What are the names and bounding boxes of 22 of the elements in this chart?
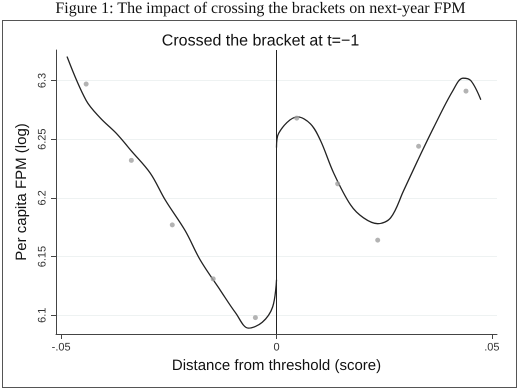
point bbox=[294, 116, 300, 121]
y-tick-label: 6.15 bbox=[36, 246, 48, 268]
y-tick-label: 6.3 bbox=[36, 72, 48, 88]
point bbox=[170, 222, 175, 228]
x-tick-label: 0 bbox=[273, 342, 280, 354]
chart-title: Figure 1: The impact of crossing the brackets on next-year FPM bbox=[54, 0, 467, 18]
point bbox=[416, 144, 422, 149]
chart-subtitle: Crossed the bracket at t=−1 bbox=[162, 32, 360, 50]
y-tick-label: 6.25 bbox=[36, 128, 48, 150]
point bbox=[210, 276, 216, 282]
point bbox=[84, 82, 89, 87]
point bbox=[335, 181, 340, 186]
point bbox=[463, 88, 468, 94]
y-tick-label: 6.2 bbox=[36, 190, 48, 206]
x-tick-label: .05 bbox=[484, 342, 500, 354]
x-tick-label: -.05 bbox=[52, 342, 71, 354]
point bbox=[252, 315, 258, 320]
y-tick-label: 6.1 bbox=[36, 308, 48, 323]
x-axis-title: Distance from threshold (score) bbox=[172, 356, 382, 374]
y-axis-title: Per capita FPM (log) bbox=[13, 123, 30, 261]
point bbox=[128, 158, 134, 163]
point bbox=[375, 238, 380, 243]
